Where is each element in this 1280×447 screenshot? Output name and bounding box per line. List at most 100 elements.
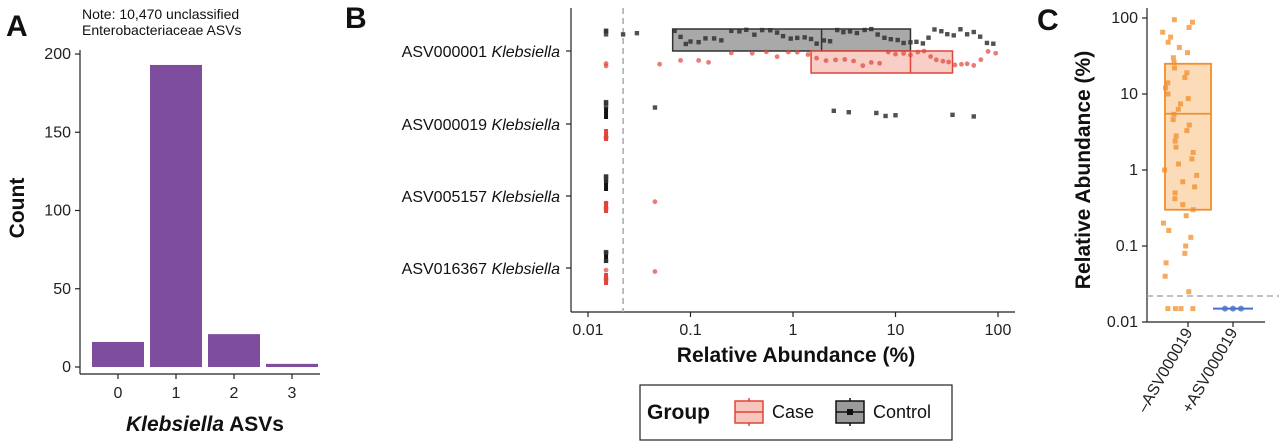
legend-key-control — [835, 398, 865, 426]
panel-a-note-line1: Note: 10,470 unclassified — [82, 6, 239, 22]
panel-b-point-control — [603, 32, 609, 37]
panel-c-point-minus — [1178, 101, 1184, 107]
panel-b-x-tick-label: 0.01 — [572, 322, 603, 339]
panel-c-point-minus — [1185, 96, 1191, 102]
panel-b-point-control — [780, 33, 786, 39]
panel-c-point-minus — [1173, 144, 1179, 150]
panel-b-point-control — [875, 32, 880, 37]
panel-c-point-minus — [1183, 213, 1189, 219]
panel-b-point-case — [749, 50, 755, 56]
panel-b-point-case — [763, 49, 769, 55]
panel-b-point-case — [959, 61, 964, 67]
panel-c-point-minus — [1172, 306, 1178, 312]
panel-c-point-minus — [1176, 44, 1182, 50]
panel-b-point-case — [603, 134, 609, 140]
panel-c-point-minus — [1162, 273, 1168, 279]
panel-b-point-control — [683, 41, 689, 47]
panel-a-x-axis-title: Klebsiella ASVs — [126, 413, 284, 436]
panel-c-point-minus — [1160, 220, 1166, 226]
panel-a-bar-0 — [92, 341, 144, 367]
panel-c-point-minus — [1163, 260, 1169, 266]
panel-b-point-control — [984, 40, 990, 46]
panel-b-point-case — [657, 61, 663, 67]
panel-b-point-control — [895, 37, 900, 43]
panel-a-y-tick-label: 0 — [62, 359, 71, 376]
panel-c-point-minus — [1182, 250, 1188, 256]
panel-c-point-minus — [1176, 161, 1182, 167]
panel-b-point-control — [862, 27, 867, 33]
panel-b-point-control — [808, 36, 814, 42]
panel-c-point-minus — [1162, 167, 1168, 173]
panel-c-point-minus — [1190, 306, 1196, 312]
panel-b-row-label-taxon: Klebsiella — [492, 44, 561, 61]
panel-b-point-control — [831, 108, 836, 114]
panel-c: C Relative Abundance (%) 0.010.1110100–A… — [1037, 4, 1279, 416]
panel-c-point-minus — [1189, 19, 1195, 25]
panel-c-point-minus — [1184, 128, 1190, 134]
panel-b-point-control — [971, 29, 976, 35]
panel-b-row-label-taxon: Klebsiella — [492, 189, 561, 206]
panel-c-point-minus — [1173, 133, 1179, 139]
panel-b-x-tick-label: 100 — [985, 322, 1012, 339]
panel-b-point-control — [603, 28, 609, 33]
panel-b-point-control — [835, 27, 840, 33]
panel-b-point-case — [908, 52, 913, 58]
panel-c-y-tick-label: 100 — [1111, 10, 1138, 27]
panel-b-row-label: ASV000019 Klebsiella — [402, 117, 560, 134]
panel-a-y-axis-title: Count — [6, 178, 29, 239]
panel-b-point-case — [860, 63, 866, 69]
panel-b-plot-area: 0.01 0.1 1 10 100 — [566, 8, 1015, 339]
panel-a-bar-3 — [266, 363, 318, 367]
panel-b-point-case — [985, 49, 991, 54]
panel-a-bar-1 — [150, 64, 202, 367]
panel-c-point-minus — [1168, 34, 1174, 40]
panel-c-point-minus — [1183, 243, 1189, 249]
panel-b-point-control — [719, 38, 724, 43]
panel-b-point-control — [795, 35, 800, 41]
panel-b-point-control — [908, 40, 913, 45]
panel-b-row-label-taxon: Klebsiella — [492, 261, 561, 278]
panel-c-point-minus — [1180, 202, 1186, 208]
panel-b-box-case — [810, 50, 954, 74]
panel-b-point-control — [603, 99, 609, 105]
panel-b-point-control — [814, 41, 819, 46]
panel-b-point-case — [706, 59, 711, 65]
panel-b-point-control — [964, 32, 970, 37]
panel-b-point-case — [921, 48, 927, 54]
panel-b-row-label-asv: ASV000001 — [402, 44, 492, 61]
panel-c-point-minus — [1175, 106, 1181, 112]
panel-b-point-control — [788, 36, 793, 41]
panel-b-point-case — [868, 59, 874, 65]
panel-b-point-control — [768, 28, 773, 33]
panel-b-point-case — [603, 200, 609, 206]
panel-b-row-label: ASV005157 Klebsiella — [402, 189, 560, 206]
panel-c-point-minus — [1172, 190, 1178, 196]
panel-b-point-control — [939, 29, 944, 34]
panel-b-point-control — [802, 35, 807, 40]
panel-b-point-case — [946, 59, 952, 65]
panel-b-point-case — [877, 60, 883, 66]
panel-b-x-axis-title: Relative Abundance (%) — [677, 344, 915, 367]
panel-b-point-control — [869, 26, 874, 32]
panel-b-point-control — [874, 110, 879, 116]
panel-c-point-minus — [1165, 91, 1171, 97]
panel-b-point-case — [805, 52, 811, 57]
panel-b-point-control — [603, 174, 609, 179]
panel-a-y-tick-label: 150 — [44, 124, 71, 141]
panel-c-y-tick-label: 10 — [1120, 86, 1138, 103]
panel-b-point-control — [914, 39, 919, 45]
panel-b-point-control — [737, 29, 742, 34]
panel-b-point-case — [823, 58, 829, 64]
panel-b-point-case — [794, 49, 800, 55]
panel-b-point-case — [915, 49, 921, 55]
panel-b-point-case — [978, 57, 984, 63]
panel-b-point-case — [993, 50, 999, 56]
panel-a: A Note: 10,470 unclassified Enterobacter… — [6, 6, 320, 436]
panel-b-point-control — [901, 40, 906, 46]
panel-c-point-minus — [1192, 184, 1198, 190]
panel-b-point-case — [678, 57, 683, 63]
panel-b-point-case — [833, 57, 838, 63]
